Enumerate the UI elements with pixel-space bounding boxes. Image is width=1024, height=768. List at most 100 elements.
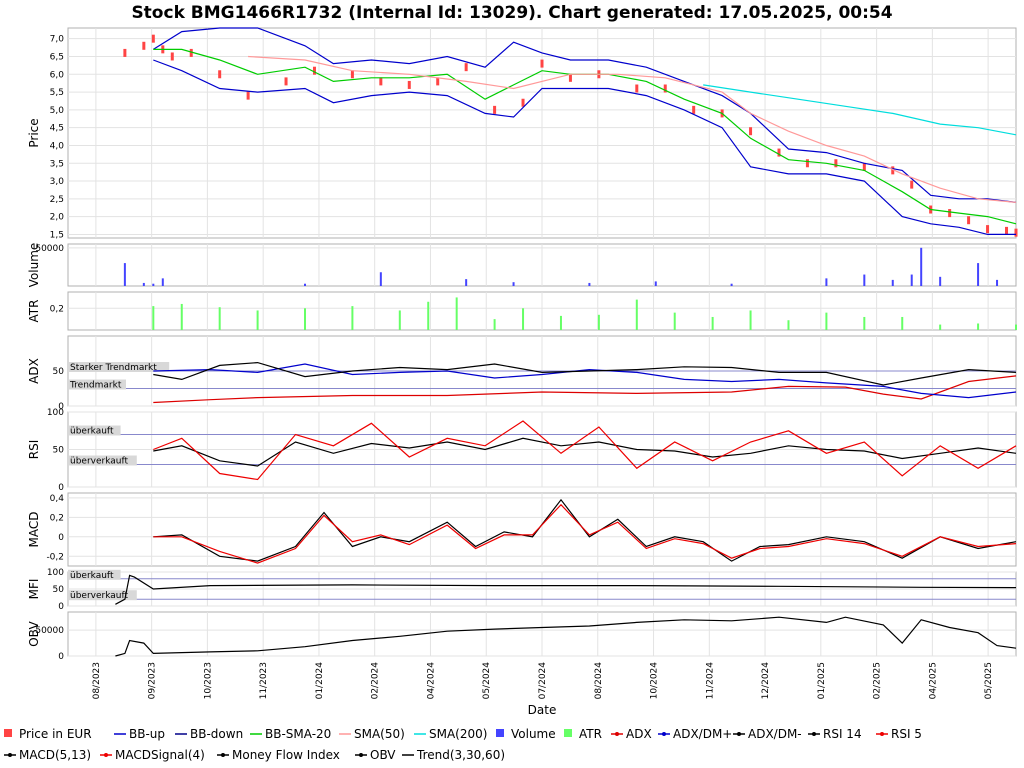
legend-label: SMA(200) bbox=[429, 727, 487, 741]
chart-title: Stock BMG1466R1732 (Internal Id: 13029).… bbox=[131, 3, 892, 23]
annotation-label: überkauft bbox=[70, 571, 114, 581]
y-tick-label: 2,5 bbox=[50, 195, 64, 205]
price-candle bbox=[635, 84, 639, 93]
price-candle bbox=[493, 105, 497, 114]
y-tick-label: 0,2 bbox=[50, 513, 64, 523]
price-candle bbox=[1005, 226, 1009, 235]
x-tick-label: 01/2024 bbox=[315, 662, 325, 700]
price-candle bbox=[284, 77, 288, 86]
legend-item: Trend(3,30,60) bbox=[402, 748, 505, 762]
legend-item: ADX/DM+ bbox=[658, 727, 732, 741]
legend-item: BB-down bbox=[175, 727, 243, 741]
legend-label: OBV bbox=[370, 748, 396, 762]
price-candle bbox=[246, 91, 250, 100]
legend-marker bbox=[662, 732, 666, 736]
legend-item: SMA(200) bbox=[414, 727, 487, 741]
x-tick-label: 04/2025 bbox=[928, 662, 938, 699]
atr-bar bbox=[351, 306, 354, 330]
series-line-sma-50- bbox=[248, 55, 1017, 203]
price-candle bbox=[170, 52, 174, 61]
legend-marker bbox=[104, 753, 108, 757]
atr-bar bbox=[522, 308, 525, 330]
price-candle bbox=[218, 70, 222, 79]
legend-marker bbox=[880, 732, 884, 736]
volume-bar bbox=[512, 282, 515, 286]
atr-bar bbox=[787, 320, 790, 330]
price-candle bbox=[663, 84, 667, 93]
price-candle bbox=[805, 159, 809, 168]
legend-marker bbox=[359, 753, 363, 757]
y-tick-label: -0,2 bbox=[46, 552, 64, 562]
x-tick-label: 05/2024 bbox=[482, 662, 492, 700]
y-tick-label: 0 bbox=[58, 402, 64, 412]
volume-bar bbox=[891, 279, 894, 286]
price-candle bbox=[568, 73, 572, 82]
atr-bar bbox=[977, 323, 980, 330]
legend-label: RSI 14 bbox=[823, 727, 862, 741]
x-tick-label: 04/2024 bbox=[426, 662, 436, 700]
volume-bar bbox=[161, 278, 164, 286]
y-tick-label: 3,5 bbox=[50, 159, 64, 169]
volume-bar bbox=[910, 274, 913, 286]
volume-bar bbox=[304, 283, 306, 286]
atr-bar bbox=[863, 316, 866, 330]
legend-swatch bbox=[496, 729, 504, 737]
series-line-macdsignal-4- bbox=[153, 503, 1017, 564]
legend-label: BB-up bbox=[129, 727, 165, 741]
annotation-label: überkauft bbox=[70, 427, 114, 437]
price-candle bbox=[379, 77, 383, 86]
x-tick-label: 09/2023 bbox=[148, 662, 158, 699]
price-candle bbox=[540, 59, 544, 68]
y-axis-label: RSI bbox=[27, 440, 41, 460]
atr-bar bbox=[304, 308, 306, 330]
atr-bar bbox=[398, 310, 401, 330]
x-tick-label: 07/2024 bbox=[538, 662, 548, 700]
x-tick-label: 10/2023 bbox=[203, 662, 213, 699]
atr-bar bbox=[455, 297, 458, 330]
price-candle bbox=[967, 216, 971, 225]
legend-item: SMA(50) bbox=[339, 727, 405, 741]
volume-bar bbox=[654, 281, 657, 286]
atr-bar bbox=[673, 312, 676, 330]
price-candle bbox=[692, 105, 696, 114]
x-tick-label: 08/2023 bbox=[92, 662, 102, 699]
legend-item: ADX/DM- bbox=[733, 727, 802, 741]
y-tick-label: 0 bbox=[58, 533, 64, 543]
legend-item: ATR bbox=[564, 727, 602, 741]
x-tick-label: 08/2024 bbox=[594, 662, 604, 700]
legend-item: ADX bbox=[611, 727, 652, 741]
volume-bar bbox=[939, 276, 942, 286]
y-tick-label: 50 bbox=[53, 585, 65, 595]
y-tick-label: 1,5 bbox=[50, 230, 64, 240]
price-candle bbox=[834, 159, 838, 168]
legend-label: RSI 5 bbox=[891, 727, 922, 741]
legend-marker bbox=[737, 732, 741, 736]
legend-swatch bbox=[4, 729, 12, 737]
annotation-bg bbox=[68, 590, 137, 601]
annotation-bg bbox=[68, 362, 170, 372]
y-tick-label: 0 bbox=[58, 602, 64, 612]
atr-bar bbox=[559, 315, 562, 330]
y-tick-label: 7,0 bbox=[50, 35, 65, 45]
legend-label: ADX/DM+ bbox=[673, 727, 732, 741]
legend-item: MACD(5,13) bbox=[4, 748, 91, 762]
legend-marker bbox=[615, 732, 619, 736]
legend-swatch bbox=[564, 729, 572, 737]
volume-bar bbox=[825, 278, 828, 286]
volume-bar bbox=[152, 283, 155, 286]
legend-item: Price in EUR bbox=[4, 727, 92, 741]
x-tick-label: 11/2023 bbox=[259, 662, 269, 699]
x-tick-label: 10/2024 bbox=[650, 662, 660, 700]
price-candle bbox=[464, 63, 468, 72]
annotation-bg bbox=[68, 455, 137, 466]
legend-marker bbox=[8, 753, 12, 757]
legend-label: BB-down bbox=[190, 727, 243, 741]
price-candle bbox=[142, 41, 146, 50]
volume-bar bbox=[920, 247, 923, 286]
legend-label: SMA(50) bbox=[354, 727, 405, 741]
legend-item: Volume bbox=[496, 727, 556, 741]
x-tick-label: 12/2024 bbox=[761, 662, 771, 700]
y-tick-label: 0 bbox=[58, 483, 64, 493]
price-candle bbox=[521, 98, 525, 107]
